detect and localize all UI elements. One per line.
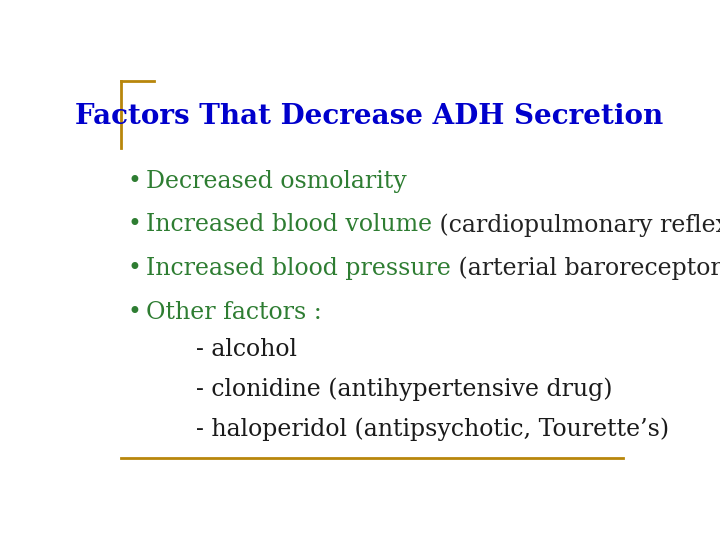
Text: Decreased osmolarity: Decreased osmolarity (145, 170, 407, 193)
Text: - haloperidol (antipsychotic, Tourette’s): - haloperidol (antipsychotic, Tourette’s… (196, 418, 669, 441)
Text: Other factors :: Other factors : (145, 301, 322, 323)
Text: •: • (127, 170, 142, 193)
Text: Factors That Decrease ADH Secretion: Factors That Decrease ADH Secretion (75, 103, 663, 130)
Text: Increased blood pressure: Increased blood pressure (145, 257, 451, 280)
Text: •: • (127, 301, 142, 323)
Text: (arterial baroreceptors): (arterial baroreceptors) (451, 257, 720, 280)
Text: •: • (127, 257, 142, 280)
Text: Increased blood volume: Increased blood volume (145, 213, 432, 237)
Text: - clonidine (antihypertensive drug): - clonidine (antihypertensive drug) (196, 377, 613, 401)
Text: - alcohol: - alcohol (196, 338, 297, 361)
Text: •: • (127, 213, 142, 237)
Text: (cardiopulmonary reflexes): (cardiopulmonary reflexes) (432, 213, 720, 237)
